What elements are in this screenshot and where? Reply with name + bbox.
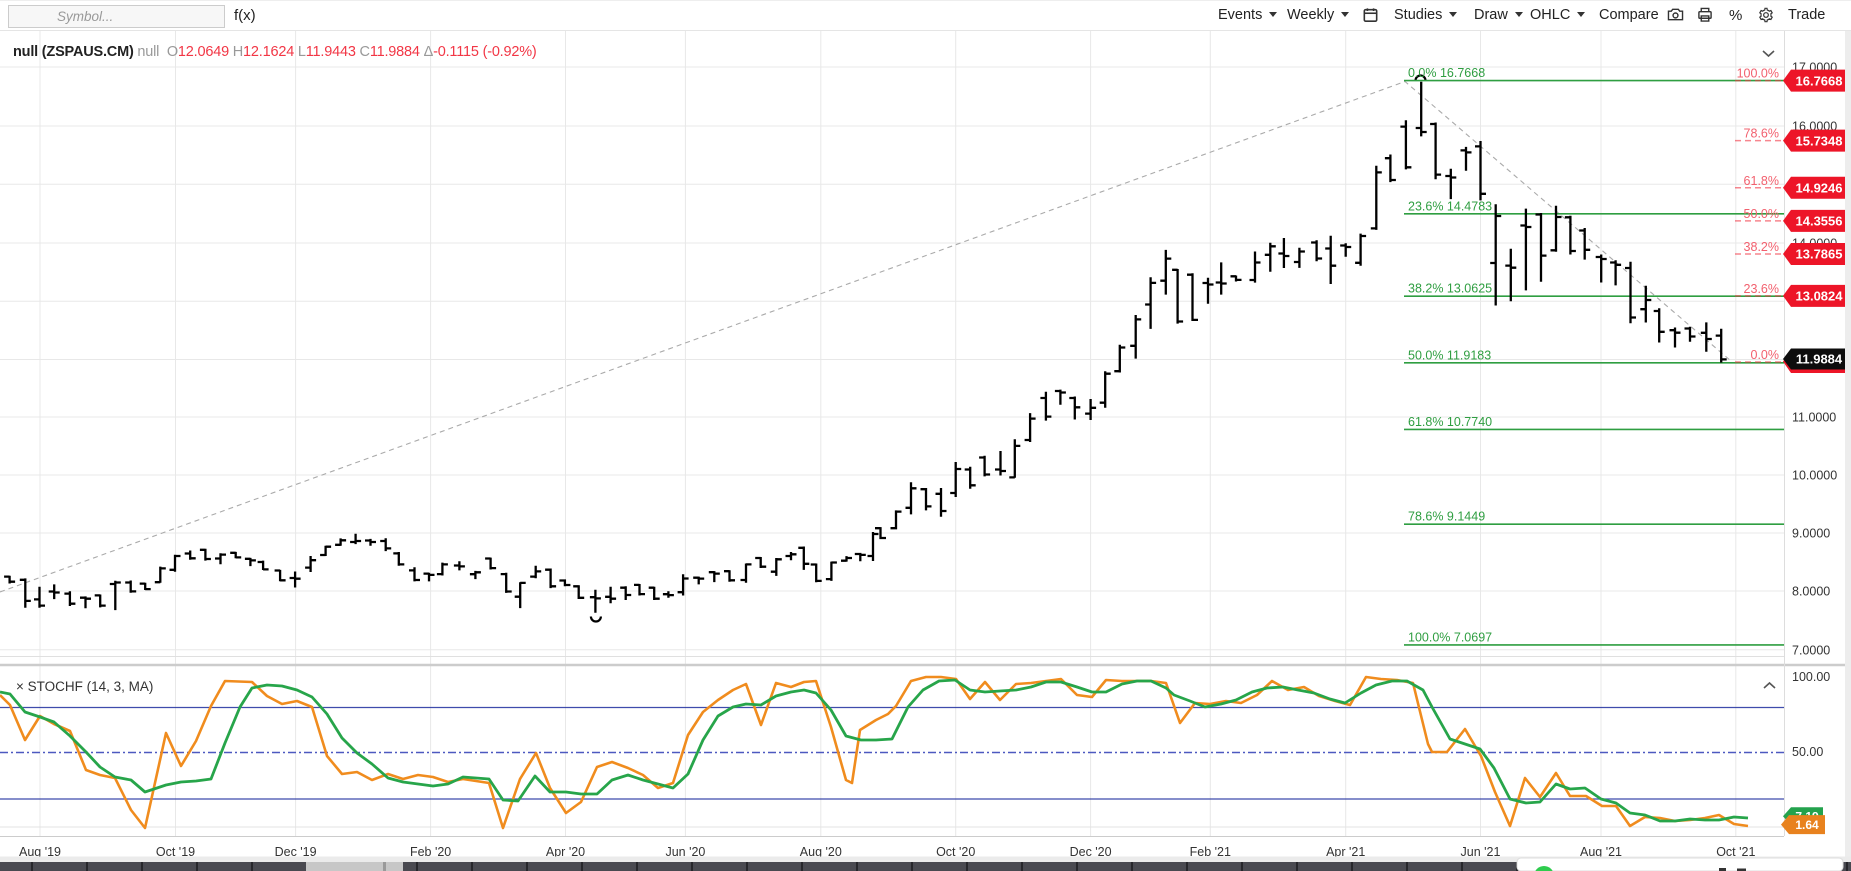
svg-text:61.8% 10.7740: 61.8% 10.7740 [1408, 415, 1492, 429]
svg-text:Dec '19: Dec '19 [275, 845, 317, 859]
svg-text:78.6%: 78.6% [1744, 127, 1779, 141]
svg-text:Jun '21: Jun '21 [1461, 845, 1501, 859]
svg-text:14.9246: 14.9246 [1796, 181, 1843, 196]
svg-text:Apr '20: Apr '20 [546, 845, 585, 859]
svg-text:Aug '19: Aug '19 [19, 845, 61, 859]
svg-text:23.6%: 23.6% [1744, 282, 1779, 296]
svg-text:10.0000: 10.0000 [1792, 469, 1837, 483]
svg-text:13.0824: 13.0824 [1796, 289, 1844, 304]
svg-text:38.2%: 38.2% [1744, 240, 1779, 254]
svg-text:50.00: 50.00 [1792, 745, 1823, 759]
svg-text:7.0000: 7.0000 [1792, 644, 1830, 658]
svg-text:Aug '21: Aug '21 [1580, 845, 1622, 859]
svg-text:0.0%: 0.0% [1751, 348, 1780, 362]
svg-text:8.0000: 8.0000 [1792, 585, 1830, 599]
svg-text:Jun '20: Jun '20 [665, 845, 705, 859]
svg-text:Feb '20: Feb '20 [410, 845, 451, 859]
svg-text:11.0000: 11.0000 [1792, 411, 1836, 425]
svg-text:16.7668: 16.7668 [1796, 73, 1843, 88]
svg-text:Oct '21: Oct '21 [1716, 845, 1755, 859]
svg-text:78.6% 9.1449: 78.6% 9.1449 [1408, 510, 1485, 524]
svg-text:Apr '21: Apr '21 [1326, 845, 1365, 859]
svg-text:11.9884: 11.9884 [1796, 352, 1843, 367]
svg-text:100.00: 100.00 [1792, 670, 1830, 684]
svg-text:Aug '20: Aug '20 [800, 845, 842, 859]
svg-text:50.0%: 50.0% [1744, 207, 1779, 221]
svg-text:9.0000: 9.0000 [1792, 527, 1830, 541]
svg-text:Oct '20: Oct '20 [936, 845, 975, 859]
svg-text:0.0% 16.7668: 0.0% 16.7668 [1408, 66, 1485, 80]
svg-text:23.6% 14.4783: 23.6% 14.4783 [1408, 199, 1492, 213]
svg-text:61.8%: 61.8% [1744, 174, 1779, 188]
svg-text:50.0% 11.9183: 50.0% 11.9183 [1408, 348, 1491, 362]
svg-text:1.64: 1.64 [1795, 818, 1819, 832]
svg-text:13.7865: 13.7865 [1796, 247, 1843, 262]
svg-text:14.3556: 14.3556 [1796, 214, 1843, 229]
svg-text:38.2% 13.0625: 38.2% 13.0625 [1408, 282, 1492, 296]
svg-text:Feb '21: Feb '21 [1190, 845, 1231, 859]
svg-text:15.7348: 15.7348 [1796, 133, 1843, 148]
svg-text:Dec '20: Dec '20 [1070, 845, 1112, 859]
svg-text:Oct '19: Oct '19 [156, 845, 195, 859]
svg-text:100.0% 7.0697: 100.0% 7.0697 [1408, 630, 1492, 644]
svg-text:100.0%: 100.0% [1737, 67, 1779, 81]
